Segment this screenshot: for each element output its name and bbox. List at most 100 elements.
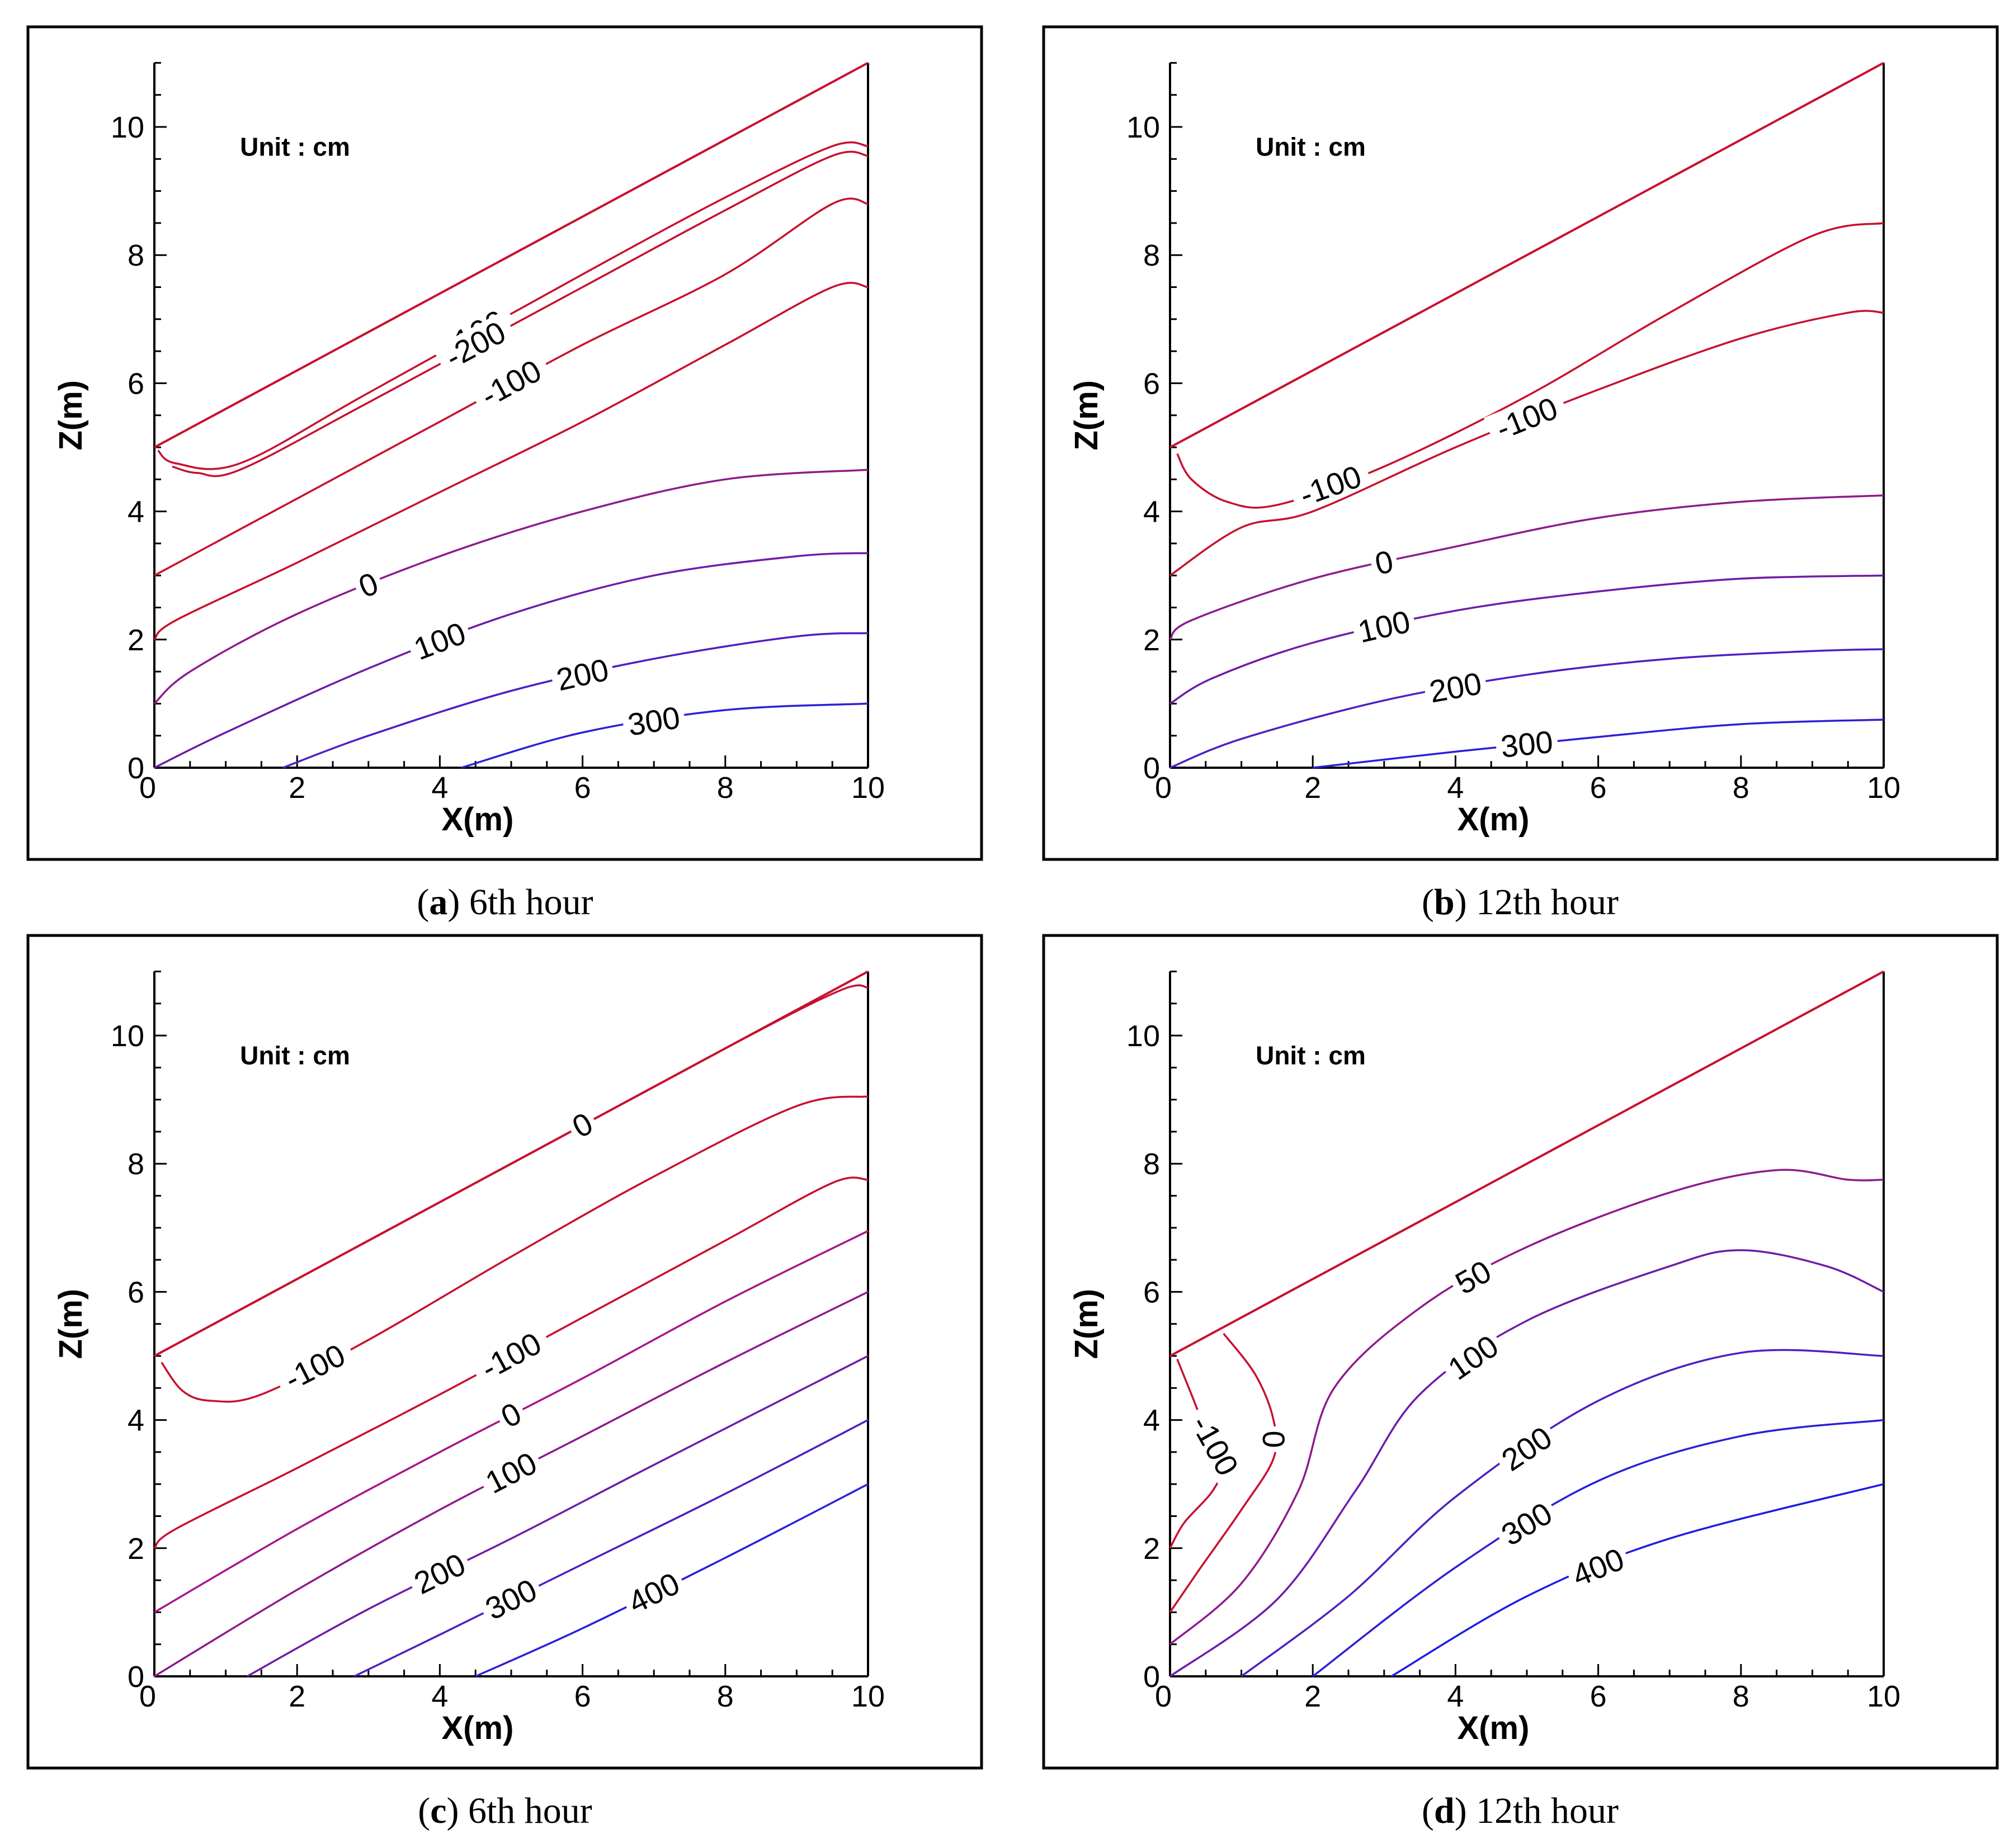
caption-a-text: 6th hour xyxy=(469,882,593,923)
contour-label: 100 xyxy=(1355,603,1413,649)
contour-label: 300 xyxy=(625,700,682,743)
contour-label-mask xyxy=(1438,1326,1508,1388)
contour-label-mask xyxy=(1422,665,1489,709)
contour-label-mask xyxy=(1492,1417,1562,1480)
unit-note: Unit : cm xyxy=(240,1041,350,1070)
y-tick-label: 0 xyxy=(1143,1660,1160,1694)
y-tick-label: 10 xyxy=(1126,111,1160,144)
caption-c-letter: c xyxy=(430,1790,446,1831)
y-tick-label: 0 xyxy=(128,752,144,785)
contour-label: -100 xyxy=(1491,390,1563,446)
contour-label-mask xyxy=(476,1571,546,1627)
x-tick-label: 8 xyxy=(1733,771,1749,805)
y-tick-label: 4 xyxy=(128,495,144,529)
contour-label-mask xyxy=(272,1334,358,1400)
contour-line xyxy=(172,150,869,478)
contour-label-mask xyxy=(1287,456,1374,514)
caption-b: (b) 12th hour xyxy=(1422,882,1619,923)
caption-d-letter: d xyxy=(1434,1790,1455,1831)
contour-line xyxy=(1313,719,1884,769)
caption-b-letter: b xyxy=(1434,882,1455,923)
y-tick-label: 8 xyxy=(1143,239,1160,272)
contour-label: 50 xyxy=(1449,1253,1497,1301)
contour-label-mask xyxy=(350,564,386,604)
caption-a: (a) 6th hour xyxy=(417,882,593,923)
x-tick-label: 4 xyxy=(431,771,448,805)
y-tick-label: 6 xyxy=(1143,1275,1160,1309)
contour-label-mask xyxy=(492,1394,530,1435)
contour-line xyxy=(1169,1332,1278,1613)
y-tick-label: 10 xyxy=(111,1019,144,1053)
x-tick-label: 0 xyxy=(139,1680,156,1713)
contour-label-mask xyxy=(1446,1252,1501,1302)
contour-line xyxy=(353,1419,869,1677)
contour-line xyxy=(1169,494,1884,641)
x-tick-label: 2 xyxy=(289,1680,305,1713)
x-tick-label: 8 xyxy=(717,771,734,805)
contour-label: 200 xyxy=(1427,665,1484,710)
contour-label-mask xyxy=(1350,603,1418,649)
x-tick-label: 4 xyxy=(431,1680,448,1713)
x-tick-label: 2 xyxy=(289,771,305,805)
contour-line xyxy=(1169,574,1884,705)
x-tick-label: 0 xyxy=(1155,1680,1172,1713)
x-tick-label: 0 xyxy=(1155,771,1172,805)
y-axis-title: Z(m) xyxy=(1068,380,1105,451)
y-tick-label: 2 xyxy=(1143,1532,1160,1566)
contour-label-mask xyxy=(405,615,474,667)
y-axis-title: Z(m) xyxy=(53,380,89,451)
contour-label: 300 xyxy=(1499,724,1554,764)
x-tick-label: 2 xyxy=(1304,1680,1321,1713)
x-tick-label: 4 xyxy=(1447,771,1464,805)
y-tick-label: 10 xyxy=(111,111,144,144)
unit-note: Unit : cm xyxy=(1256,133,1366,162)
y-axis-title: Z(m) xyxy=(53,1289,89,1359)
y-tick-label: 0 xyxy=(1143,752,1160,785)
contour-label-mask xyxy=(1483,388,1570,448)
contour-line xyxy=(1241,1349,1884,1677)
y-tick-label: 2 xyxy=(128,1532,144,1566)
contour-label-mask xyxy=(621,700,687,742)
caption-b-text: 12th hour xyxy=(1476,882,1619,923)
ground-surface-line xyxy=(1169,970,1884,1357)
x-tick-label: 10 xyxy=(851,1680,885,1713)
contour-label-mask xyxy=(1181,1402,1249,1488)
contour-label-mask xyxy=(1492,1493,1562,1554)
contour-label: 200 xyxy=(553,651,612,697)
contour-label-mask xyxy=(1563,1540,1633,1594)
y-tick-label: 4 xyxy=(128,1404,144,1438)
contour-label-mask xyxy=(619,1564,688,1621)
caption-d: (d) 12th hour xyxy=(1422,1790,1619,1831)
panel-a-frame xyxy=(26,25,983,861)
contour-label-mask xyxy=(404,1545,475,1602)
ground-surface-line xyxy=(1169,62,1884,448)
y-tick-label: 2 xyxy=(1143,623,1160,657)
x-tick-label: 0 xyxy=(139,771,156,805)
y-tick-label: 8 xyxy=(128,239,144,272)
contour-line xyxy=(247,1355,869,1677)
y-tick-label: 10 xyxy=(1126,1019,1160,1053)
contour-label-mask xyxy=(468,349,554,416)
contour-label-mask xyxy=(432,311,518,377)
contour-label: 0 xyxy=(1256,1430,1291,1448)
x-tick-label: 2 xyxy=(1304,771,1321,805)
y-tick-label: 6 xyxy=(128,367,144,400)
x-axis-title: X(m) xyxy=(1458,1710,1530,1746)
contour-label-mask xyxy=(1367,543,1400,581)
panel-b-frame xyxy=(1042,25,1999,861)
caption-c-text: 6th hour xyxy=(468,1790,592,1831)
contour-line xyxy=(153,469,869,705)
contour-label-mask xyxy=(549,651,616,697)
y-axis-title: Z(m) xyxy=(1068,1289,1105,1359)
x-tick-label: 4 xyxy=(1447,1680,1464,1713)
x-axis-title: X(m) xyxy=(442,801,514,838)
contour-line xyxy=(1176,222,1884,509)
x-tick-label: 6 xyxy=(1590,771,1607,805)
contour-label-mask xyxy=(563,1104,602,1145)
contour-line xyxy=(1312,1419,1884,1677)
